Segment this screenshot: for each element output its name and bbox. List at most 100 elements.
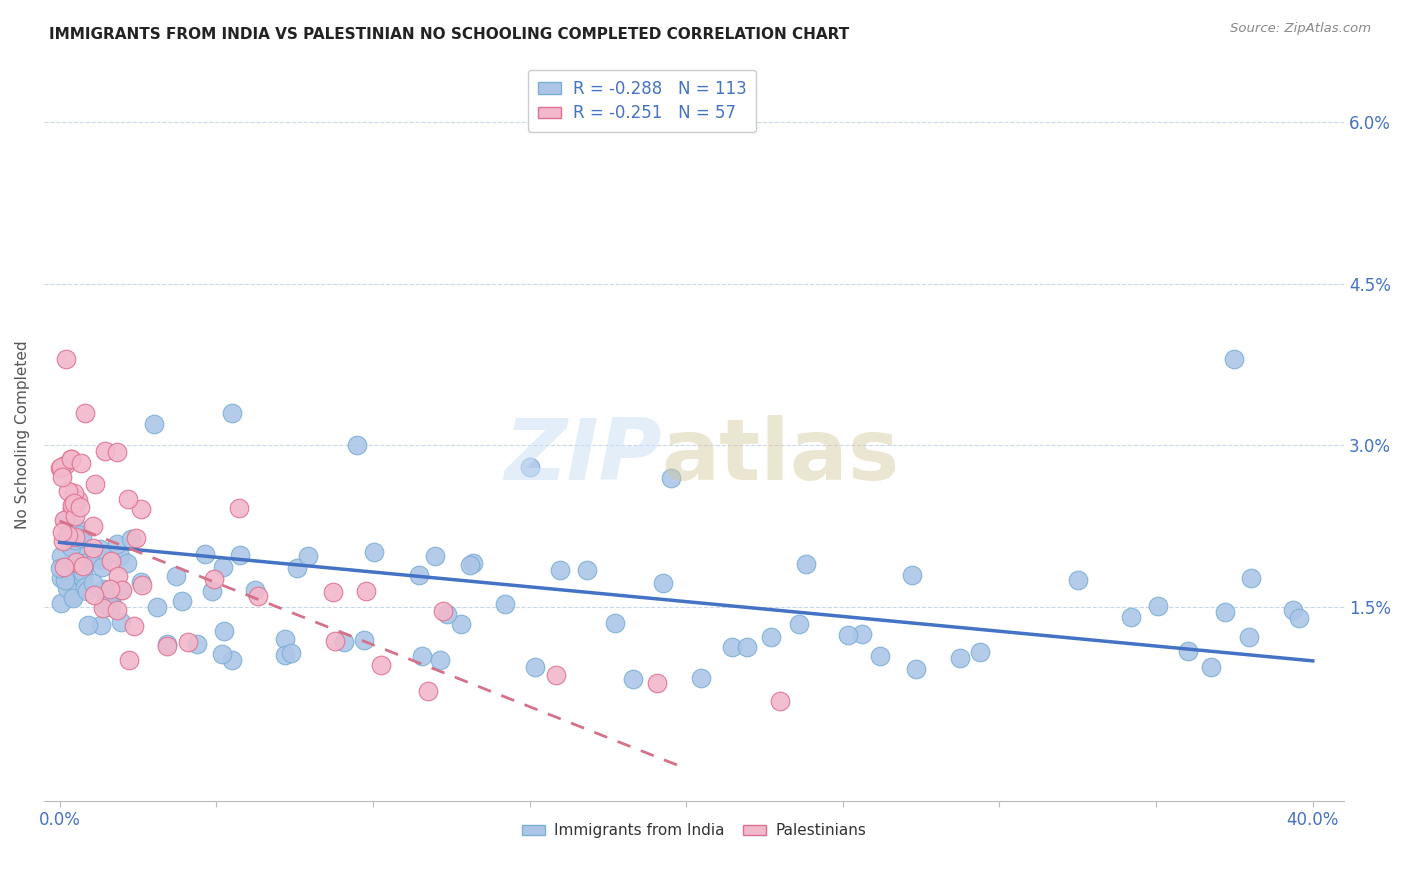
Text: IMMIGRANTS FROM INDIA VS PALESTINIAN NO SCHOOLING COMPLETED CORRELATION CHART: IMMIGRANTS FROM INDIA VS PALESTINIAN NO … [49,27,849,42]
Point [76,584,98,599]
Point [59,452,82,467]
Point [1282,603,1305,617]
Point [58,484,80,499]
Point [221,653,243,667]
Point [603,616,626,631]
Point [91,600,114,615]
Point [55,559,77,574]
Point [82,541,104,555]
Point [100,554,122,568]
Point [156,639,179,653]
Point [787,617,810,632]
Point [280,646,302,660]
Point [645,675,668,690]
Point [621,673,644,687]
Point [89,541,111,556]
Point [98,588,121,602]
Point [142,417,165,431]
Point [761,630,783,644]
Point [129,502,152,516]
Point [1201,659,1223,673]
Text: ZIP: ZIP [503,415,661,498]
Point [56,527,79,541]
Point [458,558,481,572]
Point [117,556,139,570]
Point [243,582,266,597]
Point [93,582,115,597]
Point [72,531,94,545]
Point [63,508,86,523]
Point [550,563,572,577]
Text: atlas: atlas [661,415,900,498]
Point [73,406,96,420]
Point [72,571,94,585]
Point [1288,611,1310,625]
Point [122,619,145,633]
Point [165,568,187,582]
Point [146,599,169,614]
Point [69,528,91,542]
Point [346,438,368,452]
Point [837,627,859,641]
Point [82,519,104,533]
Point [100,599,122,614]
Point [948,650,970,665]
Point [63,486,86,500]
Point [425,549,447,564]
Point [322,584,344,599]
Point [519,460,541,475]
Point [1066,573,1088,587]
Point [1223,352,1246,367]
Point [690,672,713,686]
Point [93,444,115,458]
Point [1213,605,1236,619]
Point [118,653,141,667]
Point [411,649,433,664]
Point [55,581,77,595]
Point [1237,630,1260,644]
Point [211,647,233,661]
Point [72,562,94,576]
Point [735,640,758,654]
Point [52,534,75,549]
Point [436,607,458,621]
Point [105,603,128,617]
Point [1121,610,1143,624]
Point [212,624,235,638]
Point [124,531,146,545]
Point [108,549,131,563]
Point [60,571,83,585]
Point [273,648,295,662]
Point [110,615,132,629]
Point [353,632,375,647]
Point [177,634,200,648]
Point [66,539,89,553]
Point [1239,570,1261,584]
Point [51,597,73,611]
Point [851,626,873,640]
Point [1147,599,1170,613]
Point [120,532,142,546]
Point [55,352,77,367]
Point [494,597,516,611]
Point [83,476,105,491]
Point [49,460,72,475]
Point [59,540,82,554]
Point [82,576,104,591]
Point [285,561,308,575]
Point [73,560,96,574]
Point [156,637,179,651]
Point [117,492,139,507]
Point [58,577,80,591]
Point [186,637,208,651]
Point [652,575,675,590]
Point [63,496,86,510]
Point [110,582,132,597]
Point [100,595,122,609]
Point [51,459,73,474]
Point [546,668,568,682]
Point [429,653,451,667]
Point [105,445,128,459]
Legend: Immigrants from India, Palestinians: Immigrants from India, Palestinians [516,817,872,845]
Point [202,572,225,586]
